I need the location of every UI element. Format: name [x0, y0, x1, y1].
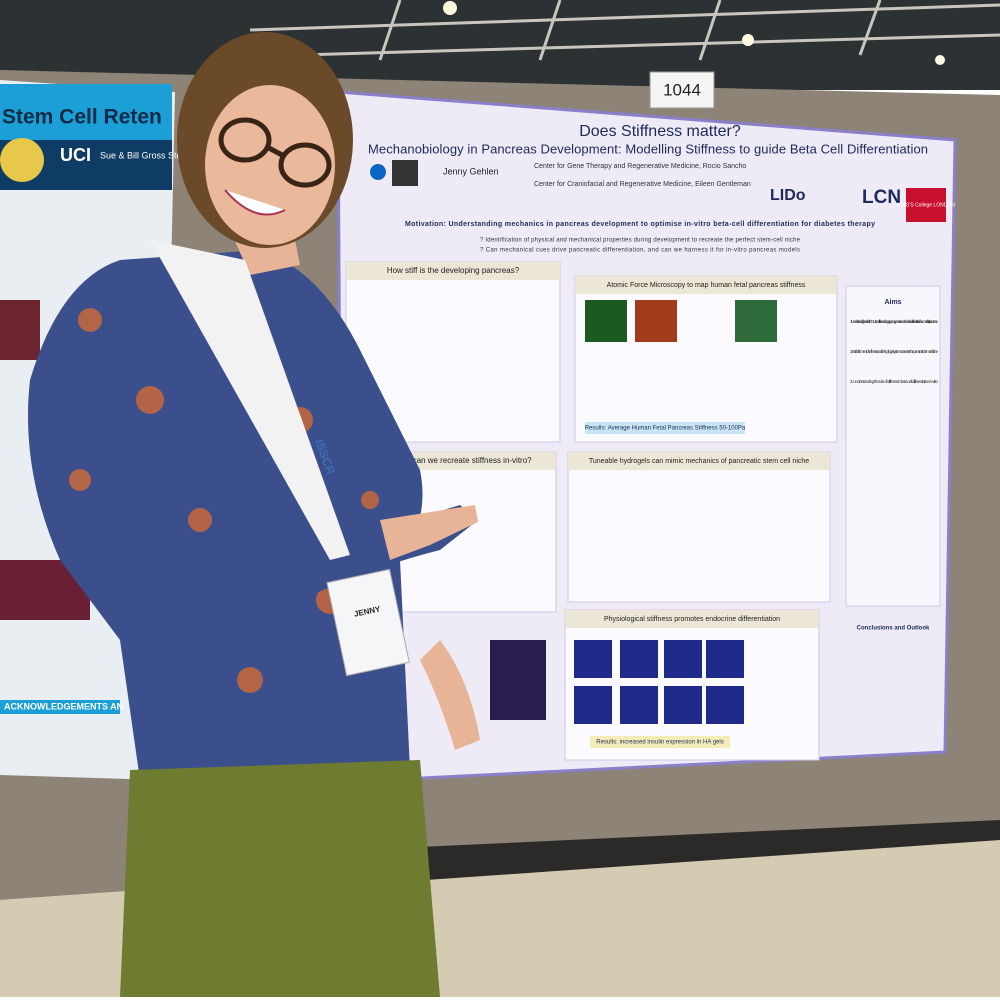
- aim-item: 1. Understanding the role of ECM and sti…: [850, 319, 939, 324]
- panel-header: [346, 262, 560, 280]
- poster-motivation: Motivation: Understanding mechanics in p…: [405, 221, 875, 228]
- aim-item: 3. Understanding the role of stiffness i…: [850, 379, 938, 384]
- left-poster-seal: [0, 138, 44, 182]
- badge: [326, 568, 410, 677]
- logo-kings-bg: [906, 188, 946, 222]
- aims-panel: [845, 285, 941, 607]
- logo-lcn: LCN: [862, 187, 901, 208]
- booth-number: 1044: [663, 80, 701, 99]
- panel-header: [568, 452, 830, 470]
- ceiling-light: [443, 1, 457, 15]
- left-poster-band: [0, 700, 120, 714]
- person-shirt: [28, 250, 423, 780]
- lanyard: [150, 240, 350, 560]
- ceiling-light: [742, 34, 754, 46]
- ceiling-grid: [249, 0, 1000, 61]
- conclusions-title: Conclusions and Outlook: [857, 626, 930, 632]
- person-hand: [420, 640, 480, 750]
- figure-image: [635, 300, 677, 342]
- person-hand: [380, 505, 478, 560]
- left-poster-acknowledgements: ACKNOWLEDGEMENTS AN: [4, 701, 123, 711]
- micrograph-grid: [574, 640, 744, 724]
- left-poster-image: [0, 300, 40, 360]
- results-text: Results: Average Human Fetal Pancreas St…: [585, 426, 746, 432]
- person-face: [205, 85, 335, 245]
- logo-kings: KING'S College LONDON: [897, 202, 955, 208]
- micrograph-grid: [490, 640, 546, 720]
- ceiling-light: [935, 55, 945, 65]
- left-poster-header: [0, 84, 172, 144]
- panel-header: [565, 610, 819, 628]
- poster-question: ? Identification of physical and mechani…: [480, 238, 801, 244]
- results-text: Results: increased insulin expression in…: [596, 740, 723, 746]
- booth-sign: [649, 71, 715, 109]
- person-pants: [120, 760, 440, 997]
- poster-subtitle: Mechanobiology in Pancreas Development: …: [368, 141, 928, 156]
- qr-code: [392, 160, 418, 186]
- aim-item: 2. Establishment of a stiffness-tunable …: [850, 349, 938, 354]
- linkedin-icon: [370, 164, 386, 180]
- poster-affiliation: Center for Gene Therapy and Regenerative…: [534, 163, 746, 170]
- section-title: How stiff is the developing pancreas?: [387, 266, 520, 275]
- poster-panel: [564, 609, 820, 761]
- section-title: How can we recreate stiffness in-vitro?: [394, 456, 532, 465]
- section-title: Tuneable hydrogels can mimic mechanics o…: [589, 458, 809, 465]
- poster-author: Jenny Gehlen: [443, 166, 499, 176]
- figure-image: [585, 300, 627, 342]
- person-smile: [224, 189, 286, 216]
- section-title: Atomic Force Microscopy to map human fet…: [607, 282, 806, 289]
- left-poster-logo: UCI: [60, 145, 91, 165]
- figure-image: [735, 300, 777, 342]
- poster-panel: [567, 451, 831, 603]
- results-band: [585, 422, 745, 434]
- left-poster-title: Stem Cell Reten: [2, 106, 162, 129]
- poster-affiliation: Center for Craniofacial and Regenerative…: [534, 181, 751, 188]
- panel-header: [575, 276, 837, 294]
- person-glasses: [218, 117, 332, 188]
- poster-title: Does Stiffness matter?: [579, 123, 741, 140]
- poster-question: ? Can mechanical cues drive pancreatic d…: [480, 248, 800, 254]
- left-poster-sponsor: Sue & Bill Gross Stem Cell Rese: [100, 150, 231, 160]
- aims-title: Aims: [884, 299, 901, 306]
- section-title: Physiological stiffness promotes endocri…: [604, 616, 780, 623]
- results-band: [590, 736, 730, 748]
- logo-lido: LIDo: [770, 187, 806, 204]
